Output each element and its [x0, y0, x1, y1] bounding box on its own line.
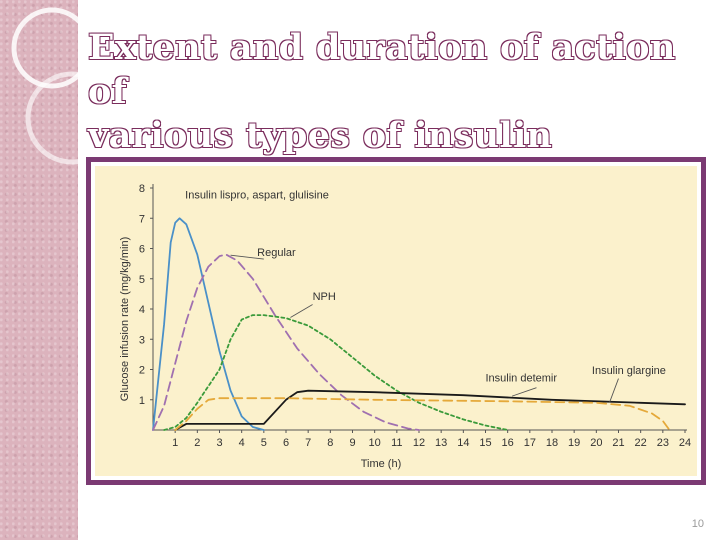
- x-tick-label: 1: [172, 437, 178, 449]
- y-tick-label: 6: [139, 244, 145, 256]
- annotation-leader-line: [511, 387, 537, 397]
- series-line-0: [152, 217, 265, 431]
- series-line-4: [174, 397, 671, 431]
- x-tick-label: 22: [635, 437, 647, 449]
- y-tick-label: 3: [139, 334, 145, 346]
- x-tick-label: 10: [369, 437, 381, 449]
- annotation-leader-line: [609, 378, 619, 403]
- x-tick-label: 20: [590, 437, 602, 449]
- series-line-3: [174, 389, 686, 431]
- x-tick-label: 18: [546, 437, 558, 449]
- y-tick-label: 1: [139, 395, 145, 407]
- y-axis-label: Glucose infusion rate (mg/kg/min): [119, 237, 131, 401]
- annotation-label: Insulin detemir: [486, 373, 558, 385]
- annotation-label: NPH: [313, 291, 336, 303]
- x-tick-label: 13: [435, 437, 447, 449]
- chart-frame: 1 2 3 4 5 6 7 8 1 2 3 4 5 6 7 8 9 10 11 12 13 14 15 16 17 18 19 20 2…: [86, 157, 706, 485]
- x-tick-label: 16: [502, 437, 514, 449]
- chart-panel: 1 2 3 4 5 6 7 8 1 2 3 4 5 6 7 8 9 10 11 12 13 14 15 16 17 18 19 20 2…: [95, 166, 697, 476]
- series-line-2: [163, 314, 509, 431]
- decorative-circles: [11, 7, 119, 165]
- y-tick-label: 5: [139, 274, 145, 286]
- y-tick-label: 7: [139, 213, 145, 225]
- annotation-leader-line: [290, 304, 313, 318]
- x-tick-label: 9: [349, 437, 355, 449]
- x-tick-label: 2: [194, 437, 200, 449]
- x-tick-label: 7: [305, 437, 311, 449]
- x-tick-label: 5: [261, 437, 267, 449]
- x-tick-label: 15: [479, 437, 491, 449]
- page-number: 10: [691, 518, 704, 530]
- x-tick-label: 4: [239, 437, 245, 449]
- y-tick-label: 2: [139, 365, 145, 377]
- y-tick-label: 8: [139, 183, 145, 195]
- x-tick-label: 8: [327, 437, 333, 449]
- slide-title: Extent and duration of action of various…: [88, 26, 708, 158]
- slide-title-line-2: various types of insulin: [88, 115, 553, 156]
- x-tick-label: 11: [391, 437, 402, 449]
- x-tick-label: 19: [568, 437, 580, 449]
- slide-title-line-1: Extent and duration of action of: [88, 27, 676, 112]
- annotation-label: Insulin glargine: [592, 365, 666, 377]
- annotation-label: Insulin lispro, aspart, glulisine: [185, 190, 329, 202]
- annotation-leader-line: [230, 254, 264, 260]
- x-tick-label: 17: [524, 437, 536, 449]
- x-tick-label: 24: [679, 437, 691, 449]
- x-tick-label: 6: [283, 437, 289, 449]
- x-tick-label: 14: [457, 437, 469, 449]
- x-axis-label: Time (h): [361, 458, 402, 470]
- annotation-label: Regular: [257, 247, 296, 259]
- x-tick-label: 21: [612, 437, 624, 449]
- x-tick-label: 23: [657, 437, 669, 449]
- x-tick-label: 12: [413, 437, 425, 449]
- series-line-1: [152, 253, 420, 431]
- y-tick-label: 4: [139, 304, 145, 316]
- x-tick-label: 3: [216, 437, 222, 449]
